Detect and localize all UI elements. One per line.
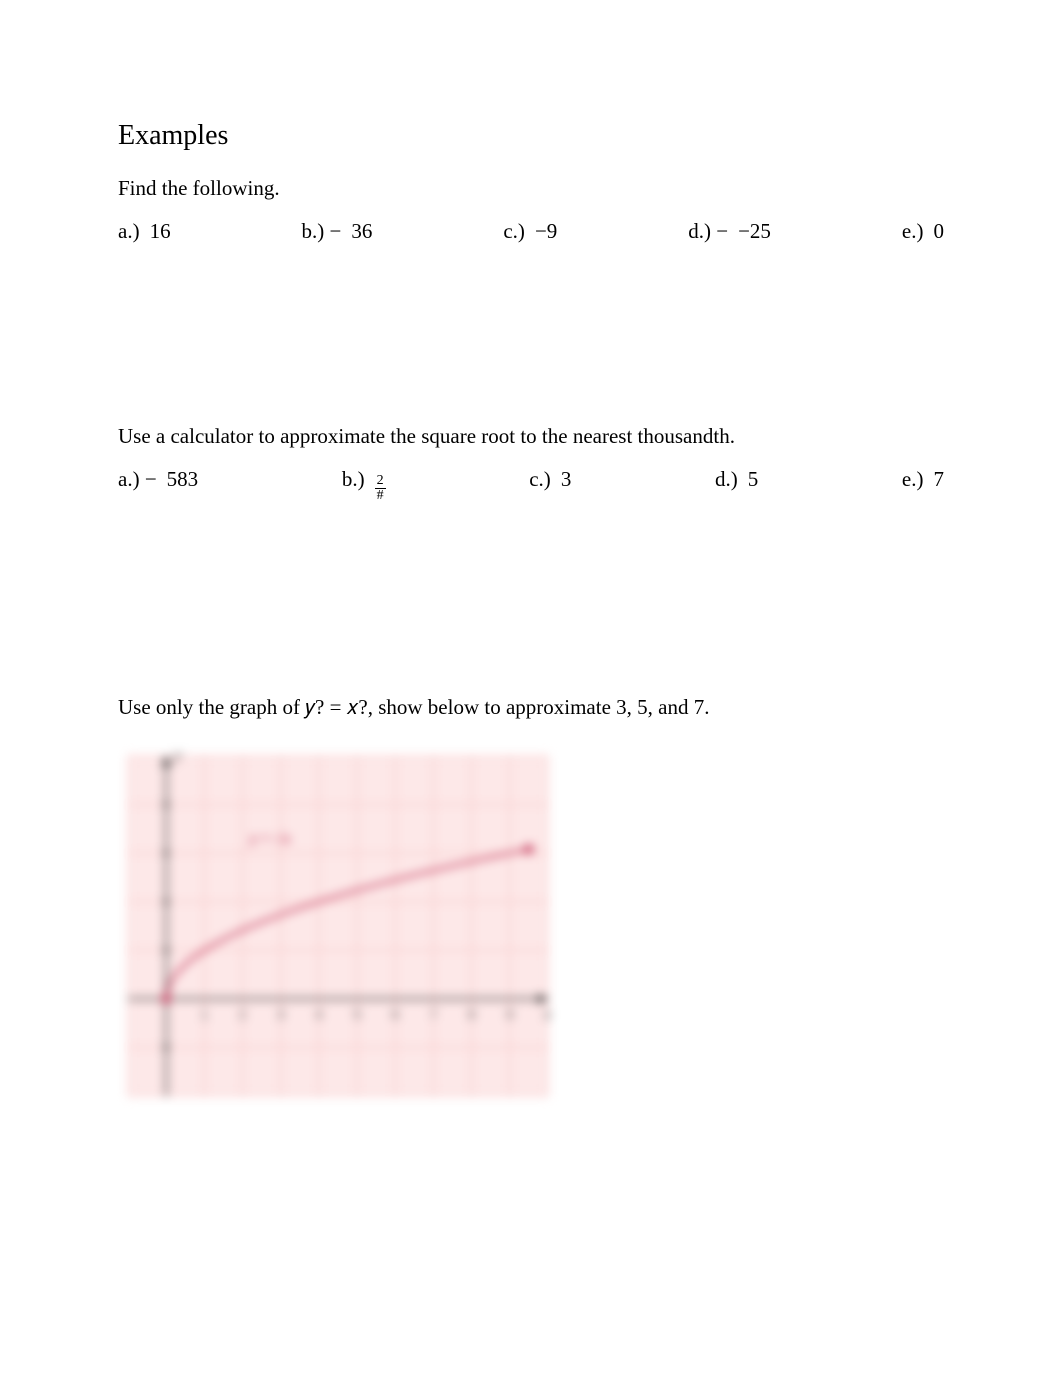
svg-text:9: 9 (506, 1006, 514, 1022)
problem-1e: e.) 0 (902, 219, 944, 244)
sqrt-chart-svg: y x 1 2 3 4 5 6 7 8 9 y = √x (118, 746, 558, 1106)
label-2c: c.) (529, 467, 551, 492)
expr-1b: 36 (351, 219, 372, 244)
label-1d: d.) − (688, 219, 728, 244)
expr-2c: 3 (561, 467, 572, 492)
svg-text:4: 4 (315, 1006, 323, 1022)
problem-2e: e.) 7 (902, 467, 944, 505)
expr-2d: 5 (748, 467, 759, 492)
frac-2b: 2 # (375, 474, 386, 503)
expr-1c: −9 (535, 219, 557, 244)
frac-den-2b: # (375, 489, 386, 503)
frac-num-2b: 2 (375, 474, 386, 489)
problem-1c: c.) −9 (503, 219, 557, 244)
svg-text:3: 3 (277, 1006, 285, 1022)
svg-text:y: y (172, 747, 182, 764)
label-2b: b.) (342, 467, 365, 492)
problem-2b: b.) 2 # (342, 467, 386, 505)
sqrt-chart: y x 1 2 3 4 5 6 7 8 9 y = √x (118, 746, 944, 1111)
section3-text: Use only the graph of 𝑦? = 𝑥?, show belo… (118, 695, 944, 720)
section1-instruction: Find the following. (118, 176, 944, 201)
label-1e: e.) (902, 219, 924, 244)
expr-1a: 16 (150, 219, 171, 244)
svg-text:8: 8 (468, 1006, 476, 1022)
section1-row: a.) 16 b.) − 36 c.) −9 d.) − −25 e.) 0 (118, 219, 944, 244)
svg-text:1: 1 (200, 1006, 208, 1022)
label-2d: d.) (715, 467, 738, 492)
problem-1b: b.) − 36 (302, 219, 373, 244)
problem-1a: a.) 16 (118, 219, 171, 244)
label-2e: e.) (902, 467, 924, 492)
svg-text:7: 7 (430, 1006, 438, 1022)
label-2a: a.) − (118, 467, 157, 492)
problem-2c: c.) 3 (529, 467, 571, 505)
problem-2d: d.) 5 (715, 467, 758, 505)
expr-1e: 0 (933, 219, 944, 244)
svg-text:6: 6 (391, 1006, 399, 1022)
section2-row: a.) − 583 b.) 2 # c.) 3 d.) 5 e.) 7 (118, 467, 944, 505)
expr-2e: 7 (933, 467, 944, 492)
svg-text:2: 2 (239, 1006, 247, 1022)
examples-heading: Examples (118, 120, 944, 152)
svg-text:5: 5 (353, 1006, 361, 1022)
section2-instruction: Use a calculator to approximate the squa… (118, 424, 944, 449)
label-1c: c.) (503, 219, 525, 244)
svg-text:x: x (543, 1006, 551, 1023)
label-1a: a.) (118, 219, 140, 244)
label-1b: b.) − (302, 219, 342, 244)
expr-1d: −25 (738, 219, 771, 244)
problem-1d: d.) − −25 (688, 219, 771, 244)
expr-2a: 583 (167, 467, 199, 492)
svg-text:y = √x: y = √x (248, 830, 291, 847)
problem-2a: a.) − 583 (118, 467, 198, 505)
